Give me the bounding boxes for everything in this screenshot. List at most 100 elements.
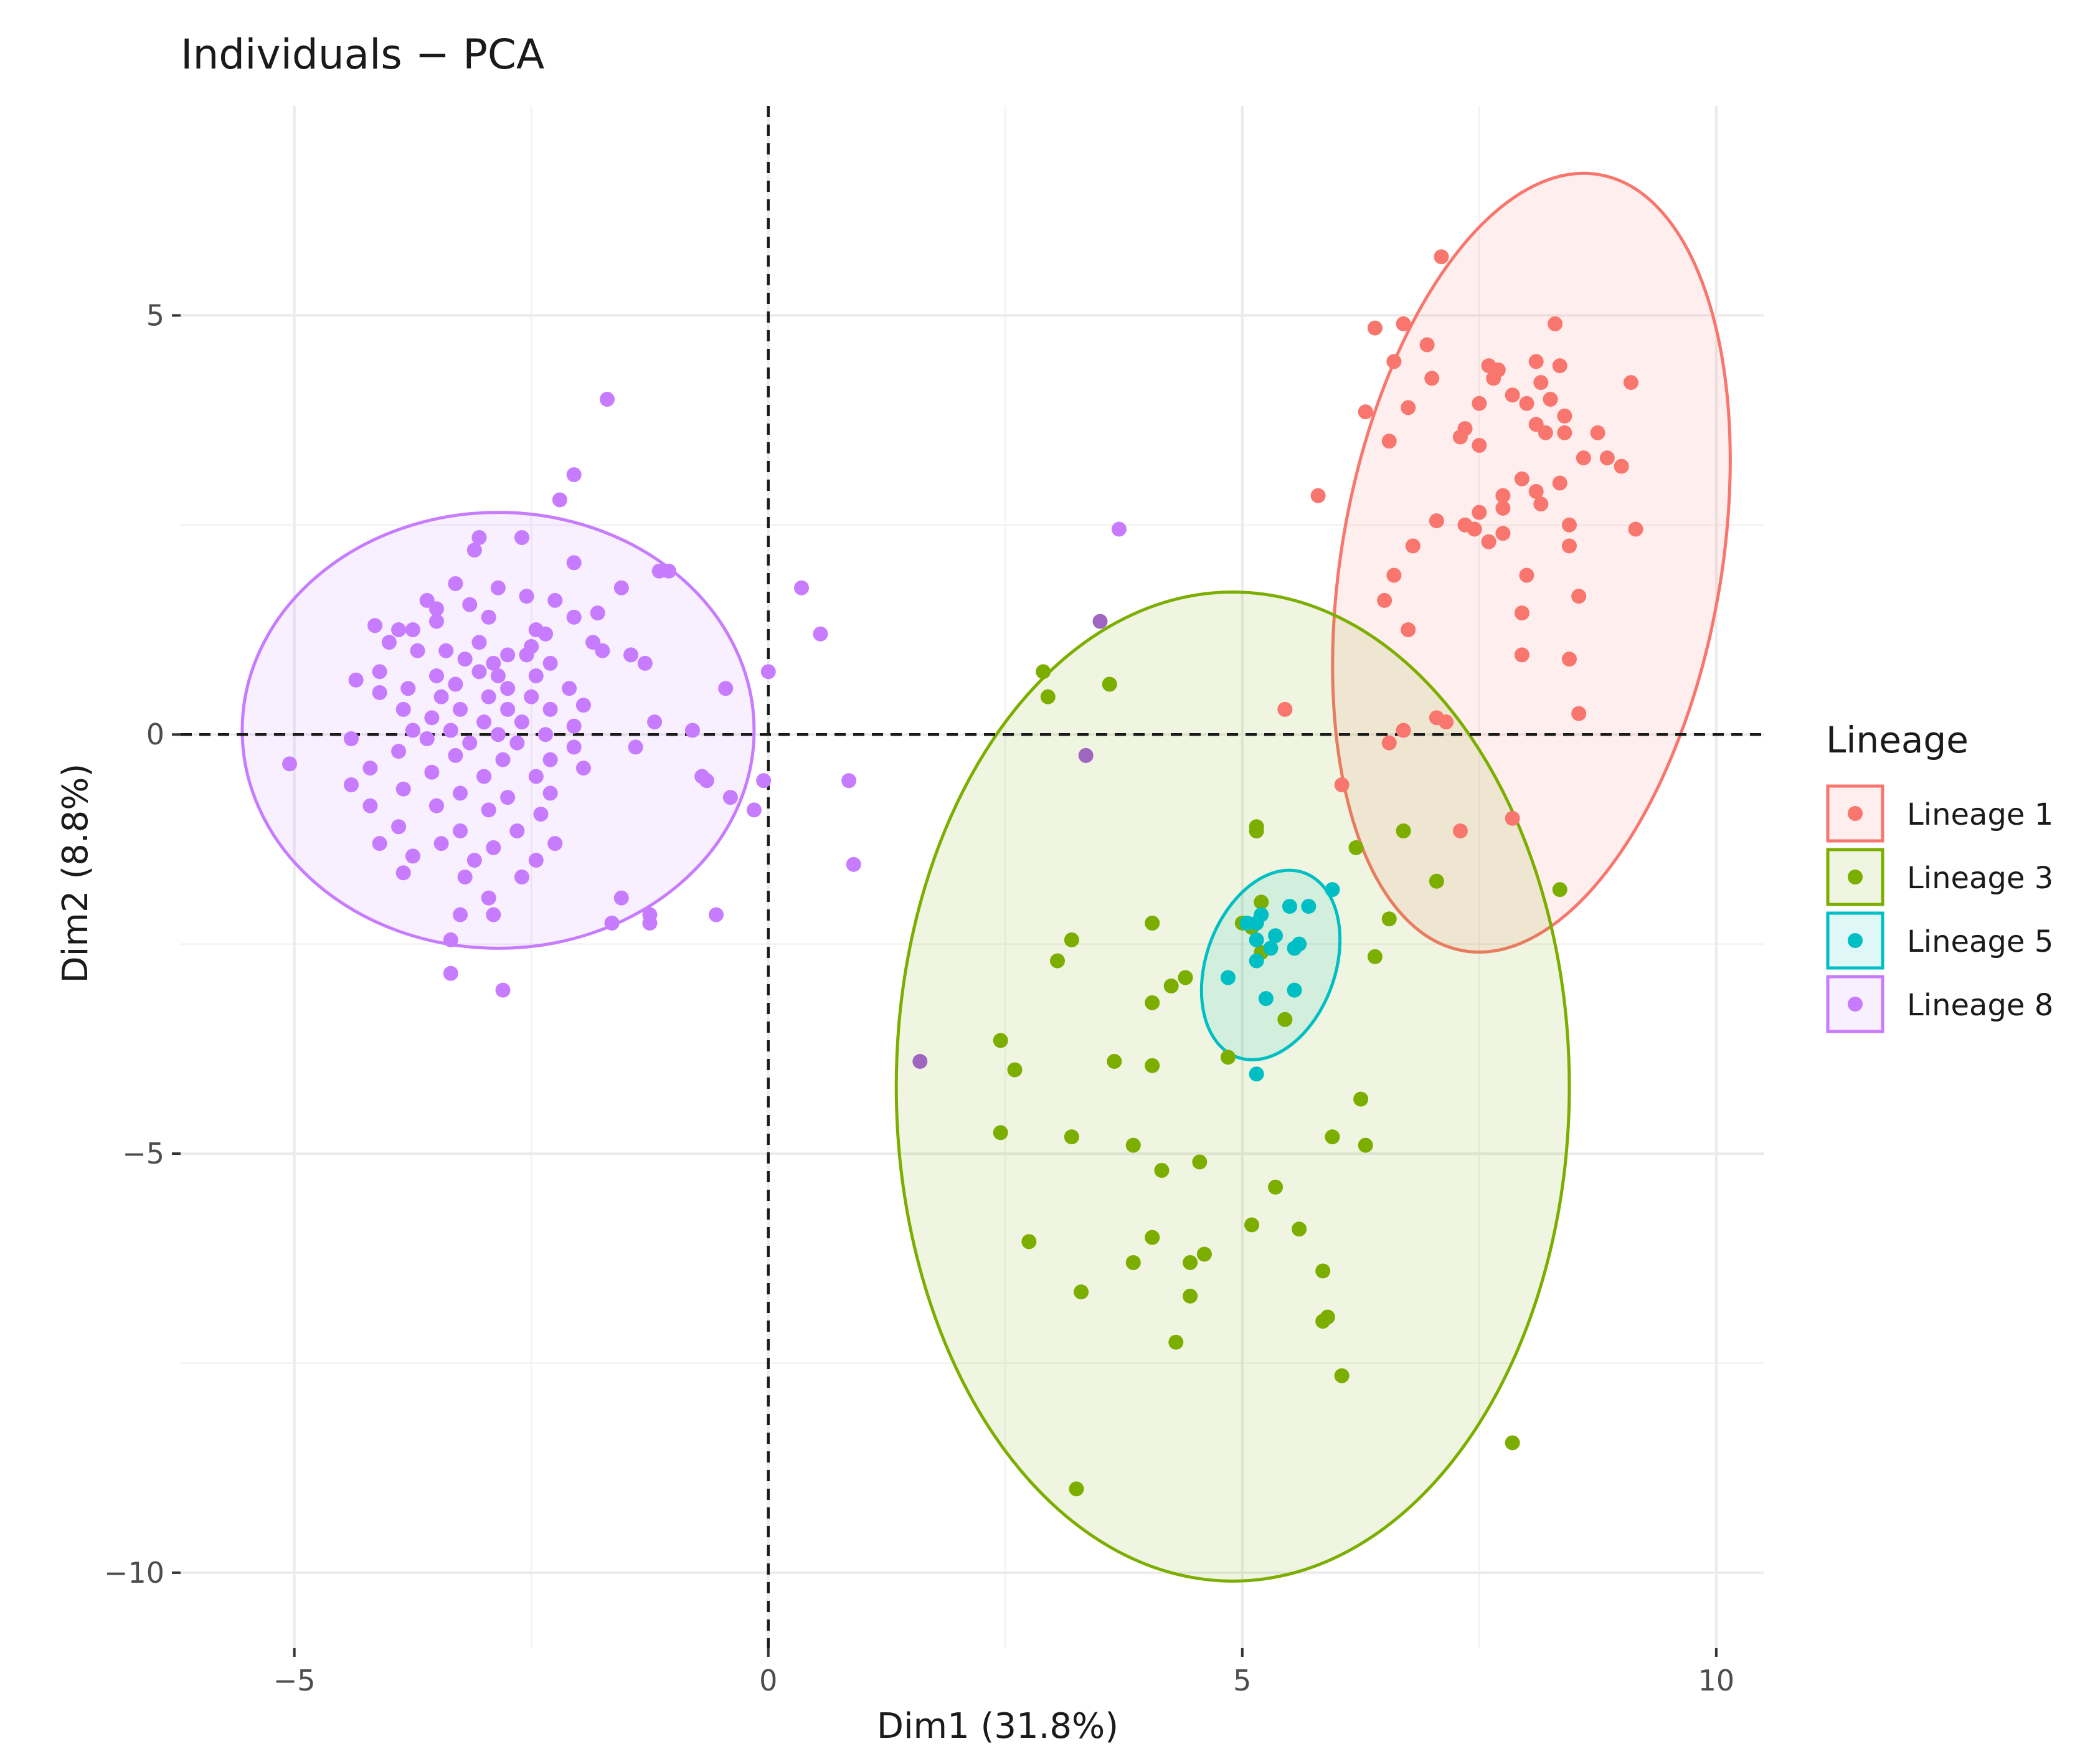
plot-area: −5 0 5 10 5 0 −5 −10	[104, 106, 1764, 1697]
data-point	[756, 773, 772, 789]
data-point	[462, 735, 478, 751]
data-point	[1125, 1255, 1141, 1270]
data-point	[524, 689, 539, 704]
data-point	[746, 802, 762, 818]
data-point	[528, 769, 544, 784]
data-point	[1178, 970, 1193, 985]
data-point	[718, 681, 734, 696]
data-point	[514, 530, 529, 546]
data-point	[1287, 982, 1302, 998]
data-point	[1163, 978, 1179, 993]
data-point	[1533, 375, 1549, 391]
legend-label: Lineage 3	[1907, 861, 2053, 896]
data-point	[428, 798, 444, 813]
data-point	[846, 856, 861, 872]
data-point	[1481, 534, 1496, 549]
data-point	[433, 689, 449, 704]
data-point	[1514, 647, 1529, 663]
data-point	[495, 982, 511, 998]
data-point	[613, 580, 629, 595]
data-point	[486, 840, 501, 855]
data-point	[1036, 664, 1051, 680]
data-point	[348, 672, 364, 688]
data-point	[1367, 949, 1383, 964]
data-point	[1528, 354, 1544, 369]
data-point	[575, 761, 591, 776]
data-point	[1021, 1234, 1037, 1250]
data-point	[1334, 777, 1350, 792]
data-point	[1074, 1284, 1089, 1300]
data-point	[1249, 953, 1264, 969]
data-point	[1505, 1435, 1520, 1451]
data-point	[1401, 622, 1416, 638]
data-point	[1154, 1162, 1170, 1178]
data-point	[1287, 941, 1302, 956]
data-point	[637, 655, 653, 671]
data-point	[1183, 1288, 1198, 1304]
data-point	[566, 555, 582, 571]
y-tick-label: 5	[146, 298, 164, 332]
data-point	[395, 781, 411, 797]
data-point	[1386, 354, 1402, 369]
data-point	[623, 647, 639, 663]
data-point	[1249, 1066, 1264, 1082]
data-point	[1325, 1129, 1340, 1145]
data-point	[1268, 928, 1284, 944]
data-point	[509, 823, 525, 838]
data-point	[500, 790, 516, 805]
data-point	[1623, 375, 1638, 391]
data-point	[813, 626, 828, 642]
data-point	[1263, 941, 1279, 956]
y-tick-label: −10	[104, 1556, 164, 1590]
y-axis-title: Dim2 (8.8%)	[55, 764, 96, 984]
data-point	[1145, 995, 1160, 1010]
data-point	[566, 739, 582, 755]
data-point	[533, 807, 549, 822]
data-point	[1381, 735, 1397, 751]
data-point	[1125, 1137, 1141, 1153]
data-point	[490, 727, 506, 742]
data-point	[405, 622, 420, 638]
data-point	[1168, 1334, 1184, 1350]
data-point	[372, 685, 387, 700]
data-point	[457, 652, 473, 667]
data-point	[1396, 316, 1411, 331]
data-point	[476, 714, 492, 730]
data-point	[1381, 434, 1397, 449]
data-point	[490, 580, 506, 595]
confidence-ellipse	[1331, 171, 1732, 954]
data-point	[1334, 1368, 1350, 1383]
data-point	[599, 391, 615, 407]
data-point	[993, 1125, 1008, 1140]
data-point	[613, 890, 629, 906]
data-point	[528, 668, 544, 684]
data-point	[912, 1054, 928, 1069]
data-point	[1348, 840, 1364, 855]
data-point	[1007, 1062, 1023, 1078]
data-point	[457, 870, 473, 884]
data-point	[1571, 706, 1587, 721]
data-point	[1472, 505, 1487, 520]
data-point	[391, 819, 407, 835]
data-point	[1429, 513, 1444, 529]
data-point	[590, 605, 605, 621]
data-point	[1315, 1314, 1331, 1329]
data-point	[1145, 1058, 1160, 1073]
data-point	[1249, 916, 1264, 931]
data-point	[1576, 450, 1591, 466]
data-point	[1078, 747, 1094, 763]
data-point	[642, 916, 658, 931]
y-tick-label: −5	[122, 1137, 164, 1170]
data-point	[1561, 538, 1577, 554]
x-tick-label: 10	[1698, 1664, 1735, 1697]
legend-marker	[1848, 806, 1863, 821]
confidence-ellipse	[894, 590, 1571, 1583]
data-point	[1292, 1221, 1307, 1237]
data-point	[481, 802, 496, 818]
data-point	[453, 823, 468, 838]
data-point	[1325, 882, 1340, 898]
data-point	[1472, 437, 1487, 453]
data-point	[699, 773, 714, 789]
data-point	[453, 785, 468, 801]
